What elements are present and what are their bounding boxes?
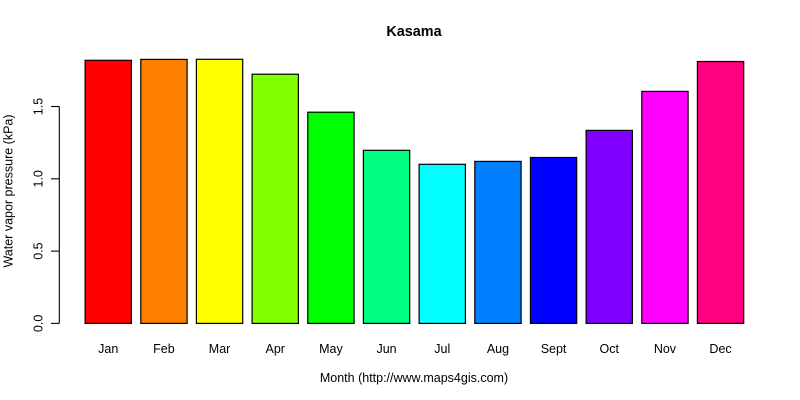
svg-text:0.5: 0.5 [32, 242, 46, 259]
svg-text:Jul: Jul [434, 342, 450, 356]
svg-text:Jun: Jun [376, 342, 396, 356]
svg-text:1.0: 1.0 [32, 170, 46, 187]
svg-text:Nov: Nov [654, 342, 677, 356]
svg-text:0.0: 0.0 [32, 315, 46, 332]
svg-text:Dec: Dec [709, 342, 731, 356]
svg-text:Kasama: Kasama [386, 24, 442, 40]
svg-text:Water vapor pressure (kPa): Water vapor pressure (kPa) [1, 114, 15, 267]
svg-text:May: May [319, 342, 343, 356]
svg-text:Month (http://www.maps4gis.com: Month (http://www.maps4gis.com) [320, 371, 508, 385]
svg-text:Apr: Apr [266, 342, 285, 356]
svg-text:Aug: Aug [487, 342, 509, 356]
svg-text:Oct: Oct [600, 342, 620, 356]
svg-text:Feb: Feb [153, 342, 175, 356]
svg-text:Sept: Sept [541, 342, 567, 356]
svg-text:Jan: Jan [98, 342, 118, 356]
svg-text:1.5: 1.5 [32, 98, 46, 115]
svg-text:Mar: Mar [209, 342, 231, 356]
